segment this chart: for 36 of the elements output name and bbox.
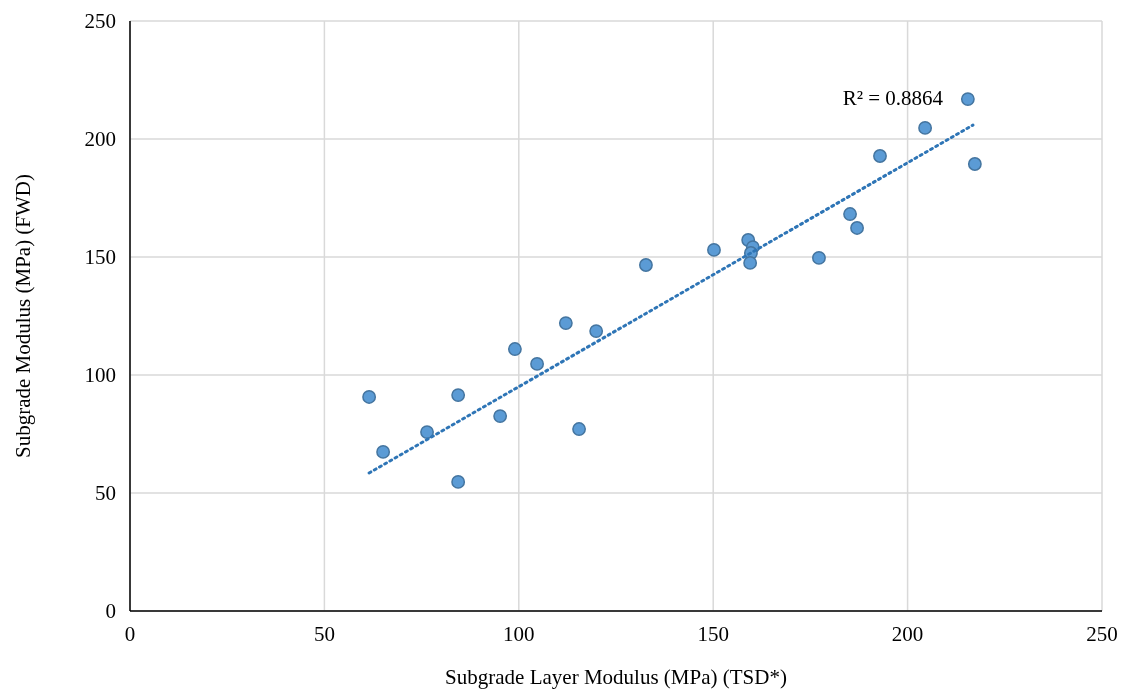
annotation: R² = 0.8864: [842, 86, 944, 111]
point: [572, 422, 586, 436]
point: [843, 207, 857, 221]
point: [451, 474, 466, 489]
y-tick-label: 150: [84, 245, 116, 270]
point: [639, 258, 653, 272]
point: [507, 342, 522, 356]
point: [743, 255, 758, 270]
y-tick-label: 200: [84, 127, 116, 152]
point: [707, 243, 721, 257]
point: [451, 388, 466, 402]
point: [376, 445, 391, 459]
point: [918, 120, 933, 135]
x-tick-label: 100: [503, 622, 535, 646]
x-tick-label: 200: [891, 622, 924, 646]
point: [960, 92, 975, 107]
x-tick-label: 150: [697, 622, 729, 646]
y-tick-label: 100: [84, 363, 116, 388]
point: [420, 425, 434, 440]
point: [589, 324, 604, 339]
x-axis-title: Subgrade Layer Modulus (MPa) (TSD*): [445, 665, 787, 689]
point: [812, 251, 826, 265]
y-tick-label: 50: [95, 481, 116, 506]
point: [967, 157, 982, 171]
x-tick-label: 50: [313, 622, 335, 646]
y-tick-label: 0: [105, 599, 116, 624]
point: [493, 409, 508, 423]
y-tick-label: 250: [84, 9, 116, 34]
y-axis-title: Subgrade Modulus (MPa) (FWD): [11, 173, 35, 459]
x-tick-label: 250: [1086, 622, 1118, 646]
x-tick-label: 0: [124, 622, 136, 646]
point: [530, 356, 544, 371]
point: [558, 316, 573, 330]
point: [362, 390, 377, 404]
point: [850, 221, 864, 235]
point: [873, 149, 887, 163]
